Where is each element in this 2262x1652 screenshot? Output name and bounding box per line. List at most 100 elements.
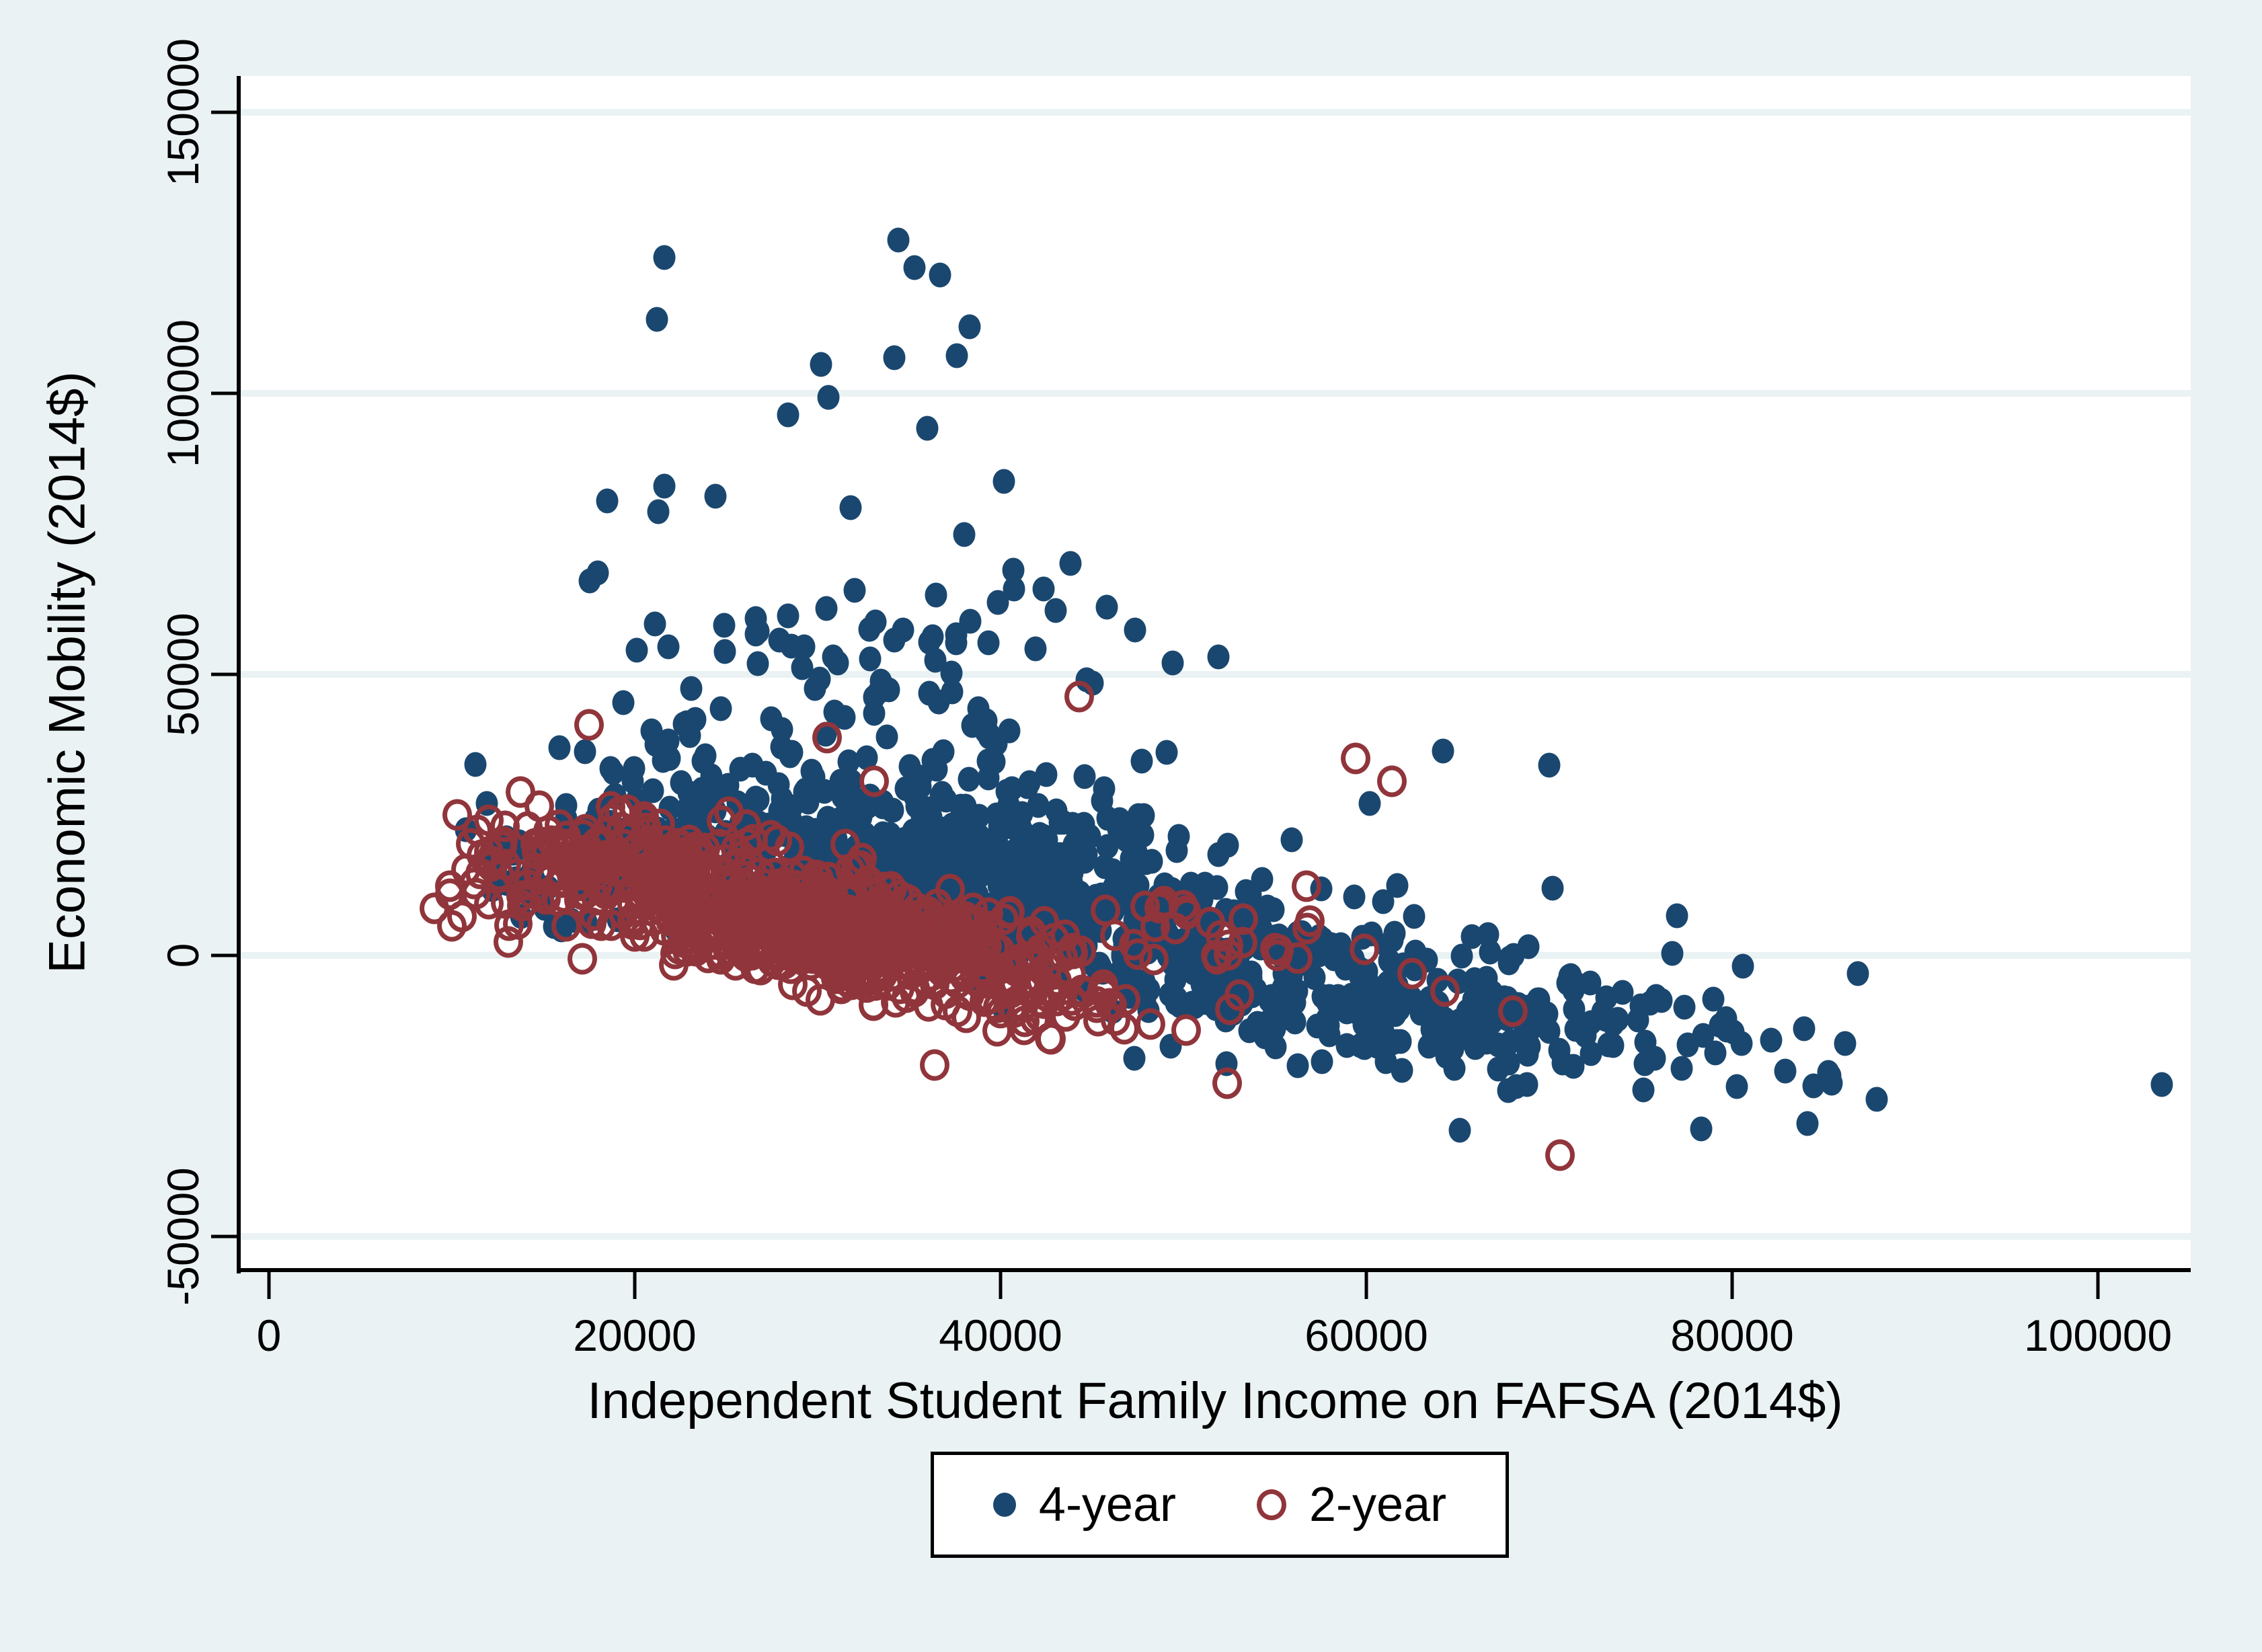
data-point — [748, 875, 779, 908]
data-point — [1865, 1087, 1888, 1112]
data-point — [1212, 1067, 1243, 1099]
data-point — [1171, 1014, 1202, 1046]
data-point — [1538, 752, 1561, 778]
x-tick — [2096, 1272, 2100, 1299]
data-point — [1497, 1078, 1520, 1103]
data-point — [1432, 738, 1454, 764]
x-tick — [1364, 1272, 1368, 1299]
data-point — [804, 863, 834, 895]
data-point — [1358, 791, 1381, 816]
data-point — [1159, 982, 1181, 1007]
data-point — [804, 676, 826, 701]
data-point — [1190, 972, 1213, 997]
data-point — [596, 488, 619, 514]
legend-label: 4-year — [1038, 1478, 1176, 1532]
data-point — [1430, 975, 1460, 1007]
x-tick-label: 60000 — [1304, 1310, 1428, 1360]
data-point — [863, 951, 894, 984]
data-point — [1403, 904, 1426, 929]
data-point — [921, 748, 944, 773]
data-point — [812, 721, 842, 754]
x-tick — [999, 1272, 1003, 1299]
data-point — [704, 483, 727, 509]
data-point — [1050, 1000, 1081, 1032]
data-point — [1760, 1027, 1783, 1053]
data-point — [859, 765, 890, 797]
data-point — [826, 650, 849, 676]
data-point — [1155, 740, 1178, 765]
data-point — [1497, 1050, 1520, 1076]
data-point — [647, 499, 670, 524]
y-tick-label: 150000 — [158, 38, 208, 187]
data-point — [1802, 1073, 1825, 1099]
data-point — [883, 627, 906, 653]
data-point — [864, 609, 887, 635]
data-point — [836, 908, 866, 940]
data-point — [682, 839, 712, 871]
data-point — [986, 590, 1009, 615]
data-point — [1123, 1046, 1146, 1071]
data-point — [918, 926, 948, 958]
data-point — [974, 719, 997, 744]
data-point — [918, 629, 941, 655]
data-point — [717, 773, 740, 798]
data-point — [940, 660, 963, 686]
data-point — [1264, 934, 1294, 966]
data-point — [958, 314, 981, 340]
data-point — [763, 824, 793, 857]
data-point — [1661, 941, 1684, 966]
data-point — [490, 887, 520, 919]
data-point — [1124, 617, 1146, 643]
data-point — [1286, 1053, 1309, 1078]
data-point — [1311, 1049, 1333, 1074]
legend-label: 2-year — [1309, 1478, 1447, 1532]
x-tick — [1730, 1272, 1734, 1299]
data-point — [1121, 844, 1144, 869]
data-point — [945, 343, 968, 368]
data-point — [1052, 810, 1075, 835]
data-point — [777, 603, 800, 629]
y-tick — [211, 110, 238, 114]
data-point — [887, 227, 910, 253]
data-point — [1216, 832, 1239, 858]
data-point — [1602, 1033, 1625, 1058]
data-point — [1426, 1028, 1448, 1054]
y-tick — [211, 672, 238, 676]
data-point — [1064, 680, 1094, 713]
data-point — [1139, 943, 1169, 976]
hollow-circle-icon — [1257, 1489, 1286, 1520]
data-point — [1207, 644, 1230, 670]
data-point — [1062, 832, 1085, 857]
data-point — [713, 613, 736, 638]
data-point — [2150, 1072, 2173, 1097]
data-point — [1643, 1046, 1666, 1071]
data-point — [1135, 1008, 1165, 1040]
data-point — [1095, 594, 1118, 620]
data-point — [653, 473, 676, 499]
data-point — [863, 701, 886, 726]
data-point — [657, 634, 680, 660]
gridline — [240, 1233, 2191, 1240]
data-point — [1377, 765, 1407, 797]
data-point — [730, 933, 760, 966]
data-point — [1093, 776, 1116, 801]
data-point — [713, 639, 736, 664]
data-point — [916, 416, 939, 441]
data-point — [977, 630, 1000, 655]
data-point — [1018, 966, 1048, 998]
x-tick-label: 20000 — [573, 1310, 697, 1360]
data-point — [1545, 1139, 1575, 1171]
data-point — [815, 596, 838, 621]
data-point — [1502, 943, 1525, 968]
data-point — [627, 861, 658, 893]
data-point — [1499, 1029, 1522, 1054]
data-point — [805, 775, 828, 800]
data-point — [680, 791, 703, 816]
gridline — [240, 390, 2191, 397]
data-point — [817, 385, 840, 410]
data-point — [621, 769, 644, 794]
data-point — [517, 877, 547, 909]
data-point — [436, 910, 467, 942]
data-point — [564, 884, 594, 916]
